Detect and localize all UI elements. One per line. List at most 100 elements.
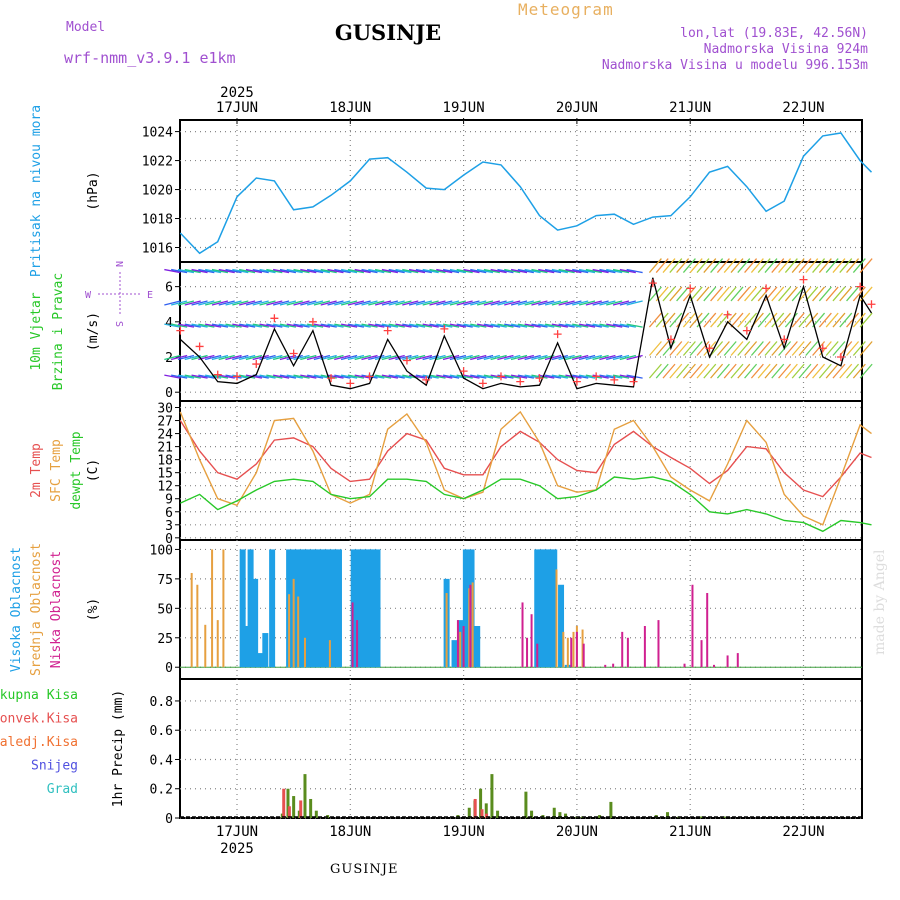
wind-arrow — [497, 354, 514, 361]
wind-arrow — [504, 374, 521, 379]
wind-arrow — [191, 300, 208, 306]
wind-arrow — [825, 258, 839, 273]
cloud-bar — [204, 624, 207, 668]
y-tick-label: 15 — [157, 467, 173, 482]
wind-arrow — [272, 354, 290, 361]
wind-arrow — [619, 300, 636, 306]
wind-arrow — [565, 268, 582, 274]
precip-legend-label: Konvek.Kisa — [0, 712, 78, 727]
y-tick-label: 0.2 — [150, 783, 173, 798]
gust-marker — [723, 310, 732, 319]
y-axis-label: (m/s) — [86, 312, 101, 351]
wind-arrow — [599, 300, 616, 306]
wind-arrow — [388, 374, 405, 379]
precip-bar — [286, 788, 290, 818]
precip-bar — [530, 810, 534, 818]
wind-arrow — [832, 341, 846, 356]
wind-arrow — [293, 354, 310, 361]
wind-arrow — [599, 323, 616, 328]
precip-bar — [309, 798, 313, 818]
cloud-bar — [315, 549, 322, 668]
wind-arrow — [805, 286, 819, 302]
wind-arrow — [805, 363, 819, 379]
wind-arrow — [825, 286, 839, 302]
wind-arrow — [170, 300, 188, 306]
wind-arrow — [648, 286, 662, 302]
chart-title: GUSINJE — [334, 20, 442, 45]
wind-arrow — [585, 323, 602, 328]
wind-arrow — [320, 268, 337, 274]
wind-arrow — [225, 354, 242, 361]
wind-arrow — [306, 300, 324, 306]
wind-arrow — [232, 268, 249, 274]
wind-arrow — [750, 258, 764, 273]
cloud-bar — [239, 549, 246, 668]
wind-arrow — [825, 363, 839, 379]
cloud-bar — [534, 549, 541, 668]
wind-arrow — [859, 258, 873, 273]
wind-arrow — [682, 363, 696, 379]
cloud-bar — [706, 593, 709, 668]
wind-arrow — [544, 300, 562, 306]
wind-arrow — [232, 323, 249, 328]
gust-marker — [686, 284, 695, 293]
wind-arrow — [470, 323, 487, 328]
cloud-bar — [252, 578, 259, 668]
gust-marker — [516, 377, 525, 386]
wind-arrow — [682, 341, 696, 356]
wind-arrow — [531, 354, 548, 361]
wind-arrow — [606, 323, 623, 328]
precip-bar — [473, 798, 477, 818]
wind-arrow — [408, 374, 426, 379]
wind-arrow — [612, 354, 630, 361]
wind-arrow — [744, 341, 758, 356]
wind-arrow — [334, 323, 351, 328]
wind-arrow — [852, 258, 866, 273]
precip-bar — [496, 810, 500, 818]
wind-arrow — [655, 341, 669, 356]
y-tick-label: 100 — [150, 543, 173, 558]
wind-arrow — [612, 300, 630, 306]
wind-arrow — [191, 374, 208, 379]
wind-arrow — [395, 374, 412, 379]
bottom-x-tick-label: 21JUN — [669, 824, 711, 840]
wind-arrow — [456, 300, 473, 306]
footer-label: GUSINJE — [330, 862, 399, 877]
wind-arrow — [272, 323, 290, 328]
cloud-bar — [288, 594, 291, 668]
wind-arrow — [578, 323, 596, 328]
cloud-bar — [303, 637, 306, 668]
wind-arrow — [320, 354, 337, 361]
pressure-side-label: Pritisak na nivou mora — [29, 105, 44, 277]
wind-arrow — [347, 374, 365, 379]
wind-arrow — [483, 354, 501, 361]
wind-arrow — [225, 300, 242, 306]
cloud-bar — [469, 584, 472, 668]
wind-arrow — [510, 300, 528, 306]
cloud-bar — [468, 588, 471, 668]
wind-arrow — [791, 258, 805, 273]
cloud-bar — [521, 602, 524, 668]
wind-arrow — [578, 300, 596, 306]
compass-n: N — [113, 261, 124, 267]
wind-arrow — [211, 374, 229, 379]
gust-marker — [496, 372, 505, 381]
wind-arrow — [300, 354, 317, 361]
precip-bar — [282, 788, 286, 818]
wind-arrow — [689, 341, 703, 356]
temp-line-1 — [179, 410, 872, 526]
y-tick-label: 27 — [157, 415, 173, 430]
wind-arrow — [599, 268, 616, 274]
wind-arrow — [723, 341, 737, 356]
wind-arrow — [696, 258, 710, 273]
wind-arrow — [170, 354, 188, 361]
wind-arrow — [716, 363, 730, 379]
gust-marker — [459, 367, 468, 376]
cloud-bar — [471, 582, 474, 668]
wind-arrow — [408, 354, 426, 361]
wind-arrow — [340, 268, 358, 274]
wind-arrow — [239, 374, 256, 379]
wind-arrow — [524, 323, 541, 328]
wind-arrow — [252, 268, 269, 274]
wind-arrow — [184, 374, 201, 379]
